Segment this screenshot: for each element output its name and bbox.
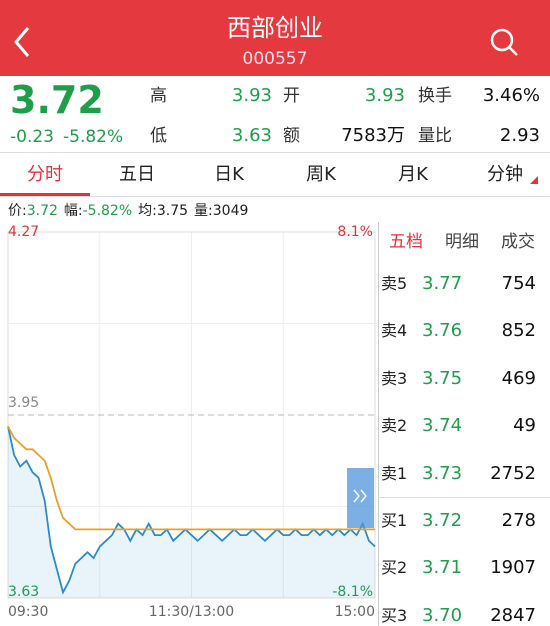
- book-price: 3.72: [422, 510, 463, 531]
- tab[interactable]: 日K: [214, 164, 244, 185]
- stat-value: 3.46%: [482, 85, 540, 106]
- info-label: 幅:: [63, 203, 83, 219]
- book-tab[interactable]: 明细: [445, 231, 479, 252]
- stat-value: 2.93: [499, 125, 540, 146]
- x-tick-label: 09:30: [8, 604, 48, 620]
- x-tick-label: 11:30/13:00: [149, 604, 234, 620]
- stat-value: 3.93: [364, 85, 405, 106]
- book-price: 3.70: [422, 604, 463, 626]
- book-volume: 278: [501, 510, 536, 531]
- header-icons: [14, 27, 518, 57]
- book-tab[interactable]: 五档: [389, 231, 423, 252]
- stat-value: 3.63: [231, 125, 272, 146]
- intraday-chart: 4.27 3.95 3.63 8.1% -8.1% 09:30 11:30/13:00 15:…: [7, 224, 376, 620]
- tab[interactable]: 周K: [306, 164, 336, 185]
- last-price: 3.72: [10, 78, 104, 122]
- book-price: 3.73: [422, 462, 463, 484]
- divider: [378, 222, 379, 626]
- divider: [0, 196, 550, 197]
- book-volume: 2752: [490, 462, 536, 484]
- x-tick-label: 15:00: [335, 604, 375, 620]
- info-value: 3.72: [26, 203, 58, 219]
- dropdown-triangle: [530, 176, 538, 184]
- stat-value: 3.93: [231, 85, 272, 106]
- back-icon[interactable]: [14, 27, 30, 57]
- price-area: [8, 426, 375, 598]
- book-side: 买2: [381, 558, 408, 578]
- y-tick-label: 4.27: [8, 224, 39, 240]
- y2-tick-label: 8.1%: [337, 224, 373, 240]
- y-tick-label: 3.63: [8, 584, 39, 600]
- search-icon[interactable]: [490, 28, 514, 52]
- book-volume: 852: [501, 320, 536, 342]
- book-price: 3.75: [422, 367, 463, 389]
- tab[interactable]: 月K: [398, 164, 428, 185]
- price-change: -0.23: [10, 126, 54, 147]
- book-volume: 754: [501, 273, 536, 294]
- expand-icon: [353, 489, 367, 503]
- book-side: 卖3: [381, 368, 408, 388]
- stat-label: 低: [150, 125, 167, 146]
- y2-tick-label: -8.1%: [332, 584, 373, 600]
- stat-label: 高: [150, 85, 167, 106]
- y-tick-label: 3.95: [8, 395, 39, 411]
- stat-label: 额: [283, 125, 300, 146]
- tab-underline: [0, 193, 90, 196]
- book-side: 卖4: [381, 321, 408, 341]
- book-side: 买3: [381, 605, 408, 625]
- stat-label: 换手: [418, 85, 452, 106]
- book-price: 3.71: [422, 557, 463, 579]
- book-price: 3.77: [422, 273, 463, 294]
- info-label: 量:: [194, 203, 213, 219]
- stat-label: 量比: [418, 125, 452, 146]
- book-volume: 2847: [490, 604, 536, 626]
- book-side: 卖5: [381, 274, 408, 293]
- book-side: 卖2: [381, 416, 408, 436]
- divider: [0, 152, 550, 153]
- book-side: 卖1: [381, 463, 408, 483]
- info-label: 价:: [8, 203, 27, 219]
- book-price: 3.76: [422, 320, 463, 342]
- book-side: 买1: [381, 511, 408, 530]
- search-icon-handle: [508, 46, 518, 56]
- tab[interactable]: 分时: [27, 164, 63, 185]
- stat-value: 7583万: [341, 125, 405, 146]
- book-volume: 49: [513, 415, 536, 437]
- book-tab[interactable]: 成交: [501, 231, 535, 252]
- book-price: 3.74: [422, 415, 463, 437]
- info-value: 3.75: [156, 203, 189, 219]
- stat-label: 开: [283, 85, 300, 106]
- info-value: -5.82%: [82, 203, 133, 219]
- info-label: 均:: [138, 203, 157, 219]
- info-value: 3049: [212, 203, 249, 219]
- average-line: [7, 425, 375, 531]
- price-change-pct: -5.82%: [63, 126, 124, 147]
- expand-button[interactable]: [347, 468, 374, 528]
- book-volume: 469: [501, 367, 536, 389]
- divider: [378, 497, 550, 498]
- book-volume: 1907: [490, 557, 536, 579]
- stock-code: 000557: [242, 48, 308, 69]
- stock-name: 西部创业: [227, 14, 323, 42]
- header-bar: [0, 0, 550, 76]
- tab[interactable]: 五日: [119, 164, 155, 185]
- tab[interactable]: 分钟: [487, 164, 523, 185]
